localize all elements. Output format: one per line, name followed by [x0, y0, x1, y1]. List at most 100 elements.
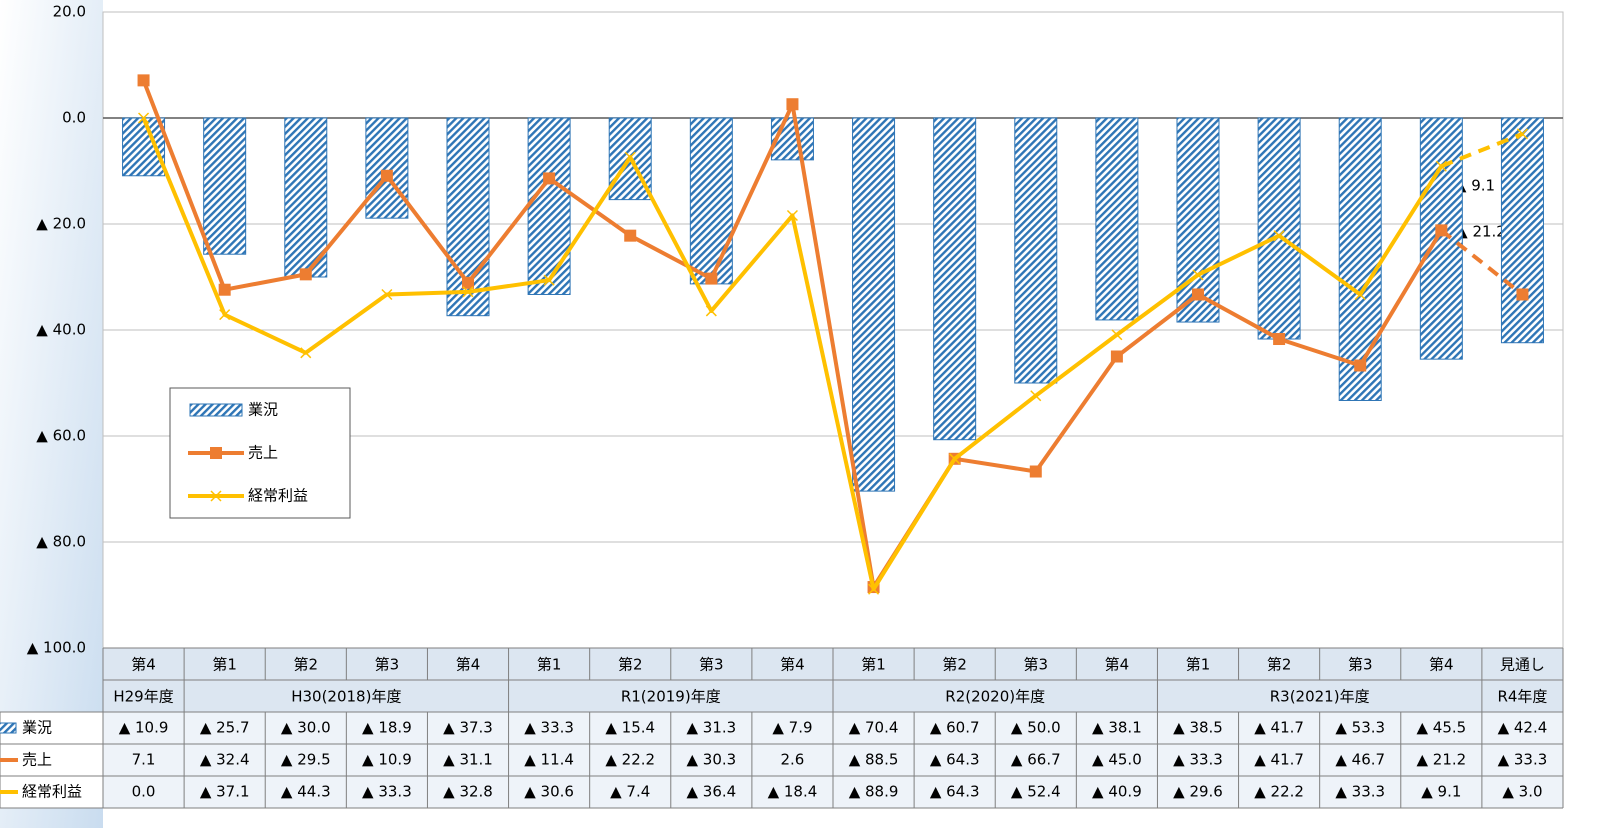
- table-value: ▲ 18.9: [362, 719, 412, 737]
- bar: [1014, 117, 1058, 384]
- marker: [218, 283, 231, 296]
- row-label: 売上: [22, 751, 52, 769]
- legend-label: 売上: [248, 444, 278, 462]
- table-value: ▲ 70.4: [849, 719, 899, 737]
- marker: [1030, 390, 1042, 402]
- table-value: ▲ 31.1: [443, 751, 493, 769]
- marker: [1029, 465, 1042, 478]
- table-value: ▲ 29.6: [1173, 783, 1223, 801]
- x-tick-label: 見通し: [1500, 656, 1545, 674]
- table-value: ▲ 38.1: [1092, 719, 1142, 737]
- table-value: ▲ 7.9: [772, 719, 812, 737]
- line: [1440, 132, 1524, 169]
- table-value: ▲ 36.4: [686, 783, 736, 801]
- table-value: ▲ 32.8: [443, 783, 493, 801]
- table-value: ▲ 21.2: [1416, 751, 1466, 769]
- bar: [1257, 117, 1301, 340]
- marker: [1354, 359, 1367, 372]
- marker: [705, 305, 717, 317]
- bar: [689, 117, 733, 285]
- marker: [380, 169, 393, 182]
- table-value: ▲ 22.2: [1254, 783, 1304, 801]
- marker: [1192, 269, 1204, 281]
- marker: [949, 453, 961, 465]
- x-tick-label: 第4: [456, 656, 481, 674]
- table-value: ▲ 33.3: [362, 783, 412, 801]
- row-icon: [0, 722, 17, 734]
- table-value: 0.0: [132, 783, 156, 801]
- table-value: ▲ 32.4: [200, 751, 250, 769]
- line: [1440, 228, 1524, 297]
- table-value: ▲ 30.6: [524, 783, 574, 801]
- marker: [462, 276, 474, 289]
- x-tick-label: 第4: [1105, 656, 1130, 674]
- x-tick-label: 第2: [294, 656, 319, 674]
- bar: [1095, 117, 1139, 321]
- year-label: R2(2020)年度: [945, 688, 1045, 706]
- annotation: ▲ 21.2: [1456, 223, 1506, 241]
- x-tick-label: 第1: [537, 656, 562, 674]
- table-value: ▲ 45.5: [1416, 719, 1466, 737]
- annotation: ▲ 9.1: [1455, 177, 1495, 195]
- y-tick-label: ▲ 40.0: [36, 321, 86, 339]
- table-value: ▲ 22.2: [605, 751, 655, 769]
- x-tick-label: 第3: [375, 656, 400, 674]
- marker: [624, 151, 636, 163]
- bar: [122, 117, 166, 177]
- x-tick-label: 第1: [861, 656, 886, 674]
- table-value: ▲ 64.3: [930, 783, 980, 801]
- table-value: ▲ 7.4: [610, 783, 650, 801]
- marker: [1111, 329, 1123, 341]
- table-value: ▲ 52.4: [1011, 783, 1061, 801]
- marker: [705, 272, 718, 285]
- table-value: ▲ 10.9: [362, 751, 412, 769]
- table-value: ▲ 18.4: [768, 783, 818, 801]
- year-label: H29年度: [113, 688, 173, 706]
- bar: [933, 117, 977, 441]
- table-value: ▲ 15.4: [605, 719, 655, 737]
- table-value: ▲ 37.3: [443, 719, 493, 737]
- table-value: ▲ 38.5: [1173, 719, 1223, 737]
- marker: [1192, 288, 1204, 301]
- bar: [203, 117, 247, 255]
- marker: [1273, 230, 1285, 242]
- table-value: ▲ 33.3: [1173, 751, 1223, 769]
- year-label: H30(2018)年度: [291, 688, 401, 706]
- marker: [868, 583, 880, 595]
- table-value: ▲ 37.1: [200, 783, 250, 801]
- table-value: ▲ 30.3: [686, 751, 736, 769]
- table-value: ▲ 25.7: [200, 719, 250, 737]
- marker: [381, 288, 393, 301]
- marker: [462, 286, 474, 298]
- table-value: ▲ 3.0: [1502, 783, 1542, 801]
- table-value: ▲ 9.1: [1421, 783, 1461, 801]
- table-value: ▲ 50.0: [1011, 719, 1061, 737]
- bar: [1176, 117, 1220, 323]
- row-label: 業況: [22, 719, 52, 737]
- marker: [137, 74, 150, 87]
- table-value: ▲ 88.9: [849, 783, 899, 801]
- bar: [365, 117, 409, 219]
- table-value: ▲ 46.7: [1335, 751, 1385, 769]
- table-value: ▲ 66.7: [1011, 751, 1061, 769]
- marker: [299, 268, 312, 281]
- table-value: ▲ 88.5: [849, 751, 899, 769]
- x-tick-label: 第2: [942, 656, 967, 674]
- year-label: R4年度: [1497, 688, 1547, 706]
- bar: [1338, 117, 1382, 401]
- bar: [527, 117, 571, 295]
- x-tick-label: 第4: [131, 656, 156, 674]
- y-tick-label: ▲ 80.0: [36, 533, 86, 551]
- table-value: ▲ 33.3: [524, 719, 574, 737]
- marker: [786, 209, 798, 222]
- table-value: ▲ 53.3: [1335, 719, 1385, 737]
- marker: [1516, 288, 1529, 301]
- marker: [1435, 224, 1448, 237]
- table-value: ▲ 44.3: [281, 783, 331, 801]
- table-value: ▲ 60.7: [930, 719, 980, 737]
- left-strip: [0, 0, 103, 828]
- table-value: ▲ 40.9: [1092, 783, 1142, 801]
- marker: [624, 229, 637, 242]
- marker: [786, 98, 799, 111]
